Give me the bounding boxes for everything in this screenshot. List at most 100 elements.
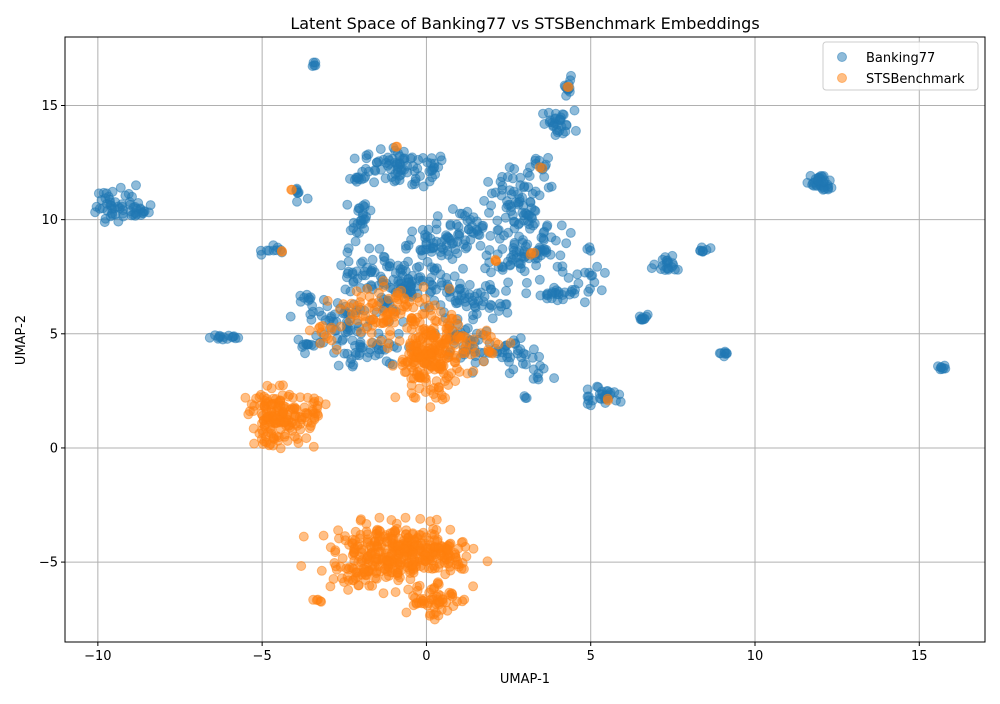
scatter-point	[557, 261, 568, 272]
scatter-point	[508, 364, 519, 375]
scatter-point	[423, 535, 434, 546]
scatter-point	[407, 528, 418, 539]
scatter-point	[276, 246, 287, 256]
scatter-point	[435, 247, 446, 258]
scatter-point	[268, 411, 279, 422]
scatter-point	[375, 566, 386, 577]
scatter-point	[483, 176, 494, 187]
scatter-point	[338, 299, 349, 310]
scatter-point	[936, 362, 947, 373]
scatter-point	[426, 310, 437, 321]
scatter-point	[358, 545, 369, 555]
scatter-point	[138, 208, 149, 219]
scatter-point	[563, 272, 574, 283]
scatter-point	[349, 544, 360, 555]
scatter-point	[380, 173, 391, 184]
scatter-point	[355, 327, 366, 337]
scatter-point	[672, 264, 683, 275]
scatter-point	[431, 376, 442, 387]
scatter-point	[502, 172, 513, 182]
scatter-point	[375, 144, 386, 155]
scatter-point	[448, 601, 459, 612]
scatter-point	[447, 204, 458, 214]
y-tick-label: 10	[41, 213, 58, 228]
scatter-point	[493, 306, 504, 316]
scatter-point	[513, 199, 524, 210]
scatter-point	[320, 399, 331, 410]
scatter-point	[468, 366, 479, 377]
scatter-point	[331, 344, 342, 355]
scatter-point	[445, 220, 456, 231]
scatter-point	[425, 402, 436, 413]
scatter-point	[389, 317, 400, 328]
scatter-point	[565, 227, 576, 238]
scatter-point	[541, 247, 552, 258]
scatter-point	[417, 245, 428, 255]
scatter-point	[346, 354, 357, 364]
scatter-point	[330, 545, 341, 556]
scatter-point	[549, 373, 560, 384]
legend-label-banking77: Banking77	[866, 51, 935, 66]
scatter-point	[415, 513, 426, 524]
scatter-point	[550, 130, 561, 141]
scatter-point	[484, 303, 495, 313]
chart-title: Latent Space of Banking77 vs STSBenchmar…	[290, 14, 759, 33]
scatter-point	[454, 283, 465, 294]
scatter-point	[425, 516, 436, 527]
scatter-point	[351, 286, 362, 297]
scatter-point	[464, 279, 475, 290]
scatter-point	[266, 399, 277, 410]
scatter-point	[410, 392, 421, 403]
scatter-point	[569, 105, 580, 116]
scatter-point	[361, 153, 372, 164]
scatter-point	[349, 153, 360, 164]
scatter-point	[543, 152, 554, 163]
scatter-point	[384, 261, 395, 271]
scatter-point	[435, 549, 446, 560]
scatter-point	[434, 596, 445, 607]
scatter-point	[407, 226, 418, 237]
scatter-point	[120, 190, 131, 201]
scatter-point	[413, 154, 424, 165]
scatter-point	[310, 57, 321, 68]
scatter-point	[364, 291, 375, 302]
scatter-point	[392, 290, 403, 301]
legend-marker-banking77	[837, 52, 847, 62]
scatter-point	[307, 306, 318, 317]
scatter-point	[528, 220, 539, 231]
legend: Banking77 STSBenchmark	[822, 41, 979, 91]
scatter-point	[447, 238, 458, 249]
scatter-point	[266, 383, 277, 394]
scatter-point	[435, 306, 446, 317]
scatter-point	[443, 352, 453, 363]
scatter-point	[429, 300, 440, 311]
scatter-point	[557, 290, 568, 300]
scatter-point	[304, 325, 315, 336]
scatter-point	[596, 285, 607, 296]
scatter-point	[375, 318, 386, 329]
scatter-point	[210, 330, 220, 341]
scatter-point	[405, 340, 415, 351]
scatter-point	[419, 358, 430, 369]
scatter-point	[430, 392, 441, 403]
scatter-point	[495, 176, 506, 187]
scatter-point	[478, 296, 489, 307]
scatter-point	[322, 295, 333, 306]
scatter-point	[513, 219, 524, 230]
y-axis-label: UMAP-2	[14, 315, 29, 365]
scatter-point	[508, 245, 519, 256]
scatter-point	[471, 216, 482, 227]
scatter-point	[395, 557, 406, 568]
scatter-point	[314, 323, 324, 334]
y-tick-label: 0	[50, 441, 58, 456]
scatter-point	[570, 125, 581, 136]
scatter-point	[563, 82, 574, 92]
scatter-point	[599, 267, 610, 278]
scatter-point	[517, 358, 528, 369]
scatter-point	[366, 328, 377, 338]
scatter-point	[583, 286, 594, 297]
scatter-point	[389, 176, 400, 187]
scatter-point	[308, 441, 319, 452]
scatter-point	[145, 200, 156, 211]
